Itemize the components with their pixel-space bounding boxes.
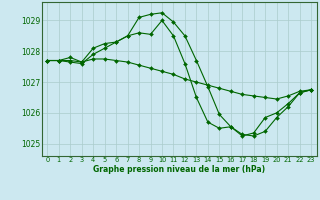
- X-axis label: Graphe pression niveau de la mer (hPa): Graphe pression niveau de la mer (hPa): [93, 165, 265, 174]
